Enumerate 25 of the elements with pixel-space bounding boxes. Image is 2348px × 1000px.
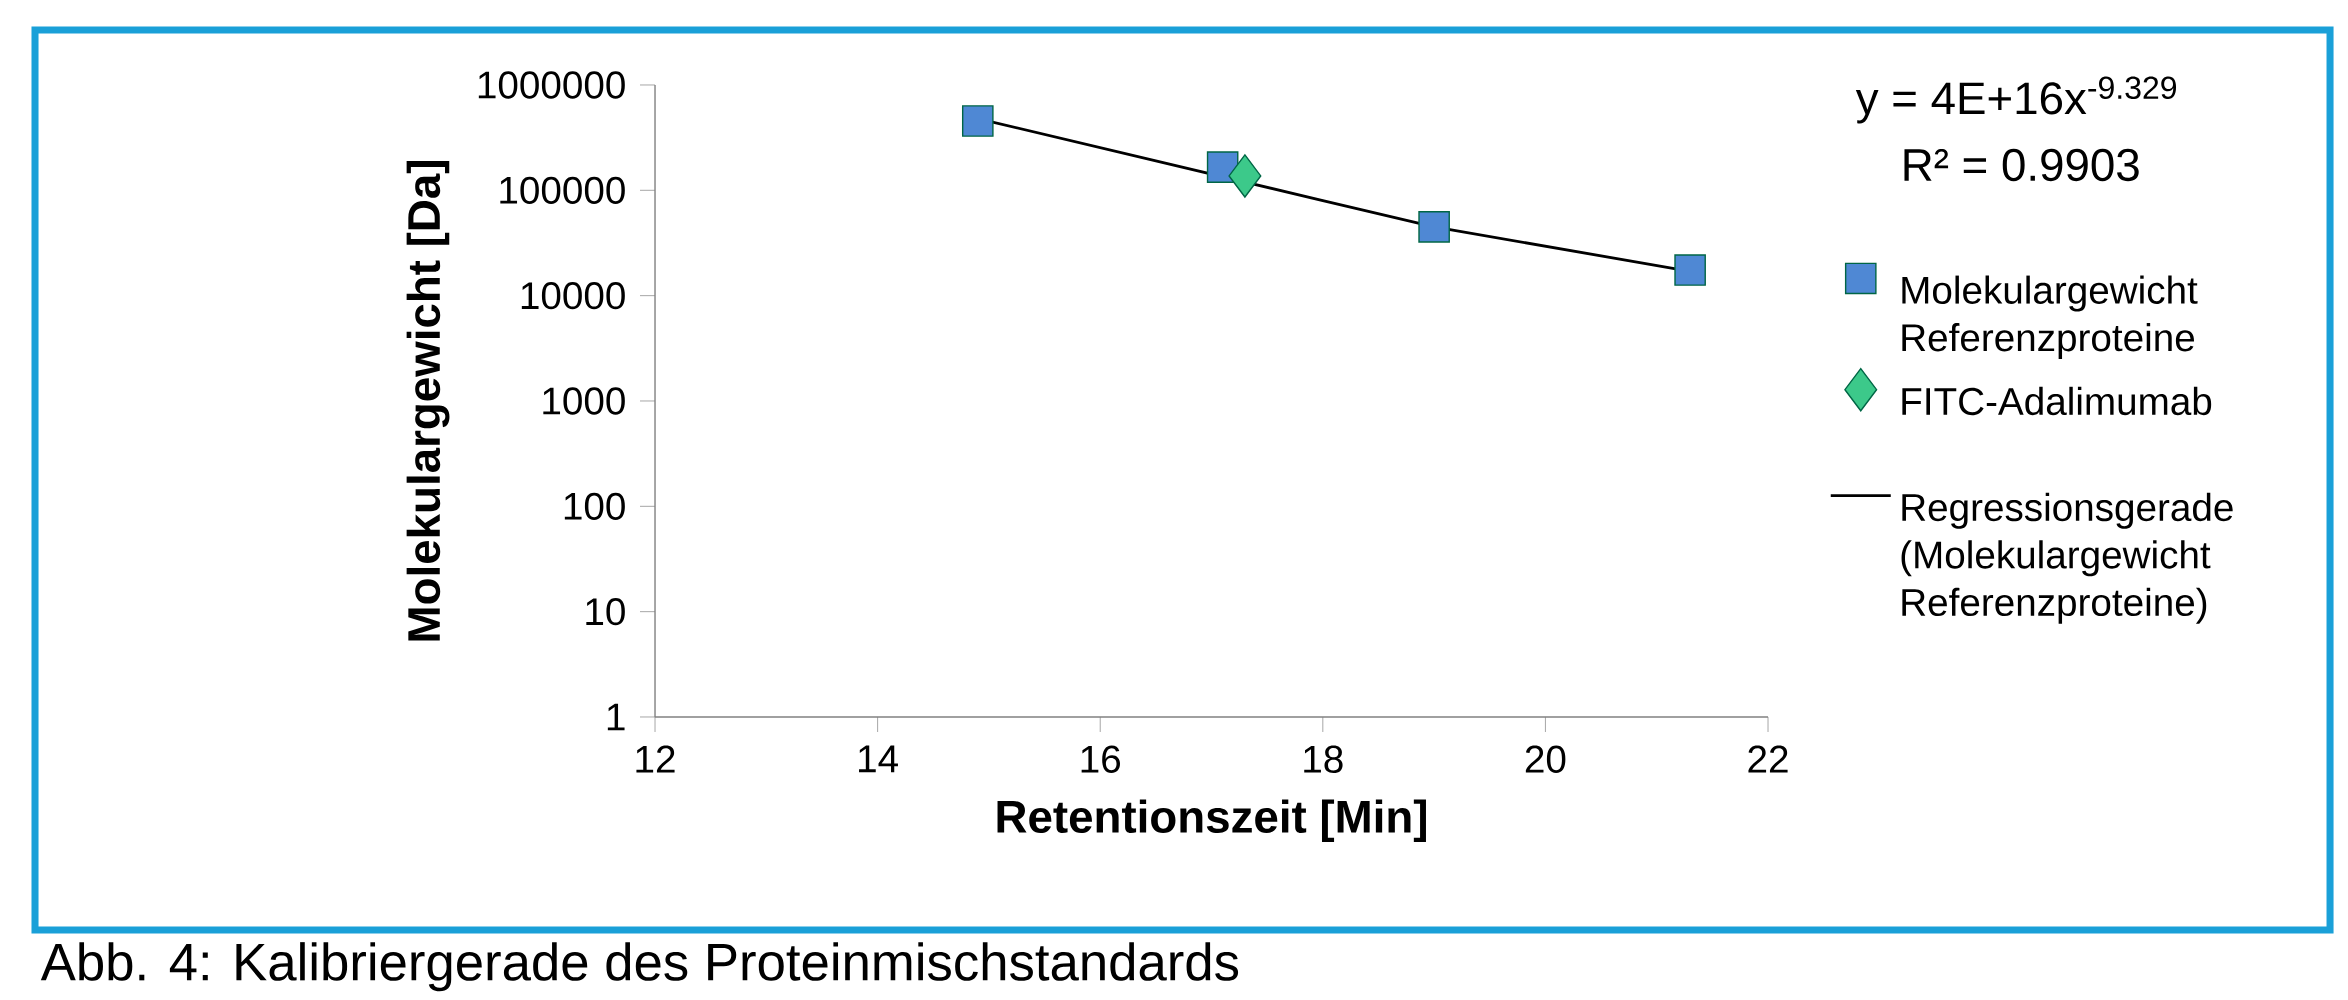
caption: Abb. 4: Kalibriergerade des Proteinmischstandards bbox=[40, 942, 1239, 992]
text: R² = 0.9903 bbox=[1904, 148, 2139, 182]
y-tick-label: 10000 bbox=[521, 282, 625, 310]
text: y = 4E+16x$^{-9.329}$ bbox=[1855, 76, 2177, 124]
point bbox=[1418, 211, 1450, 243]
x-tick-label: 16 bbox=[1081, 745, 1120, 773]
y-tick-label: 1000 bbox=[543, 387, 625, 415]
y-tick-label: 1000000 bbox=[478, 71, 625, 99]
x-axis-title: Retentionszeit [Min] bbox=[997, 799, 1426, 843]
x-tick-label: 14 bbox=[859, 745, 898, 773]
point bbox=[1674, 254, 1706, 286]
y-tick-label: 1 bbox=[607, 703, 625, 731]
x-tick-label: 20 bbox=[1525, 745, 1566, 773]
legend-label: Molekulargewicht Referenzproteine bbox=[1902, 275, 2198, 360]
legend-label: FITC-Adalimumab bbox=[1902, 386, 2212, 416]
y-tick-label: 100 bbox=[564, 492, 625, 521]
point bbox=[961, 105, 994, 137]
x-tick-label: 22 bbox=[1748, 745, 1788, 773]
x-tick-label: 18 bbox=[1304, 745, 1343, 773]
y-axis-title: Molekulargewicht [Da] bbox=[406, 161, 450, 641]
y-tick-label: 100000 bbox=[500, 176, 625, 205]
legend-label: Regressionsgerade (Molekulargewicht Referenzproteine) bbox=[1901, 492, 2233, 624]
x-tick-label: 12 bbox=[636, 745, 675, 773]
point bbox=[1228, 154, 1262, 198]
y-tick-label: 10 bbox=[586, 598, 625, 626]
